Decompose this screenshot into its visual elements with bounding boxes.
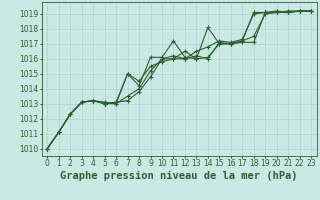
X-axis label: Graphe pression niveau de la mer (hPa): Graphe pression niveau de la mer (hPa)	[60, 171, 298, 181]
